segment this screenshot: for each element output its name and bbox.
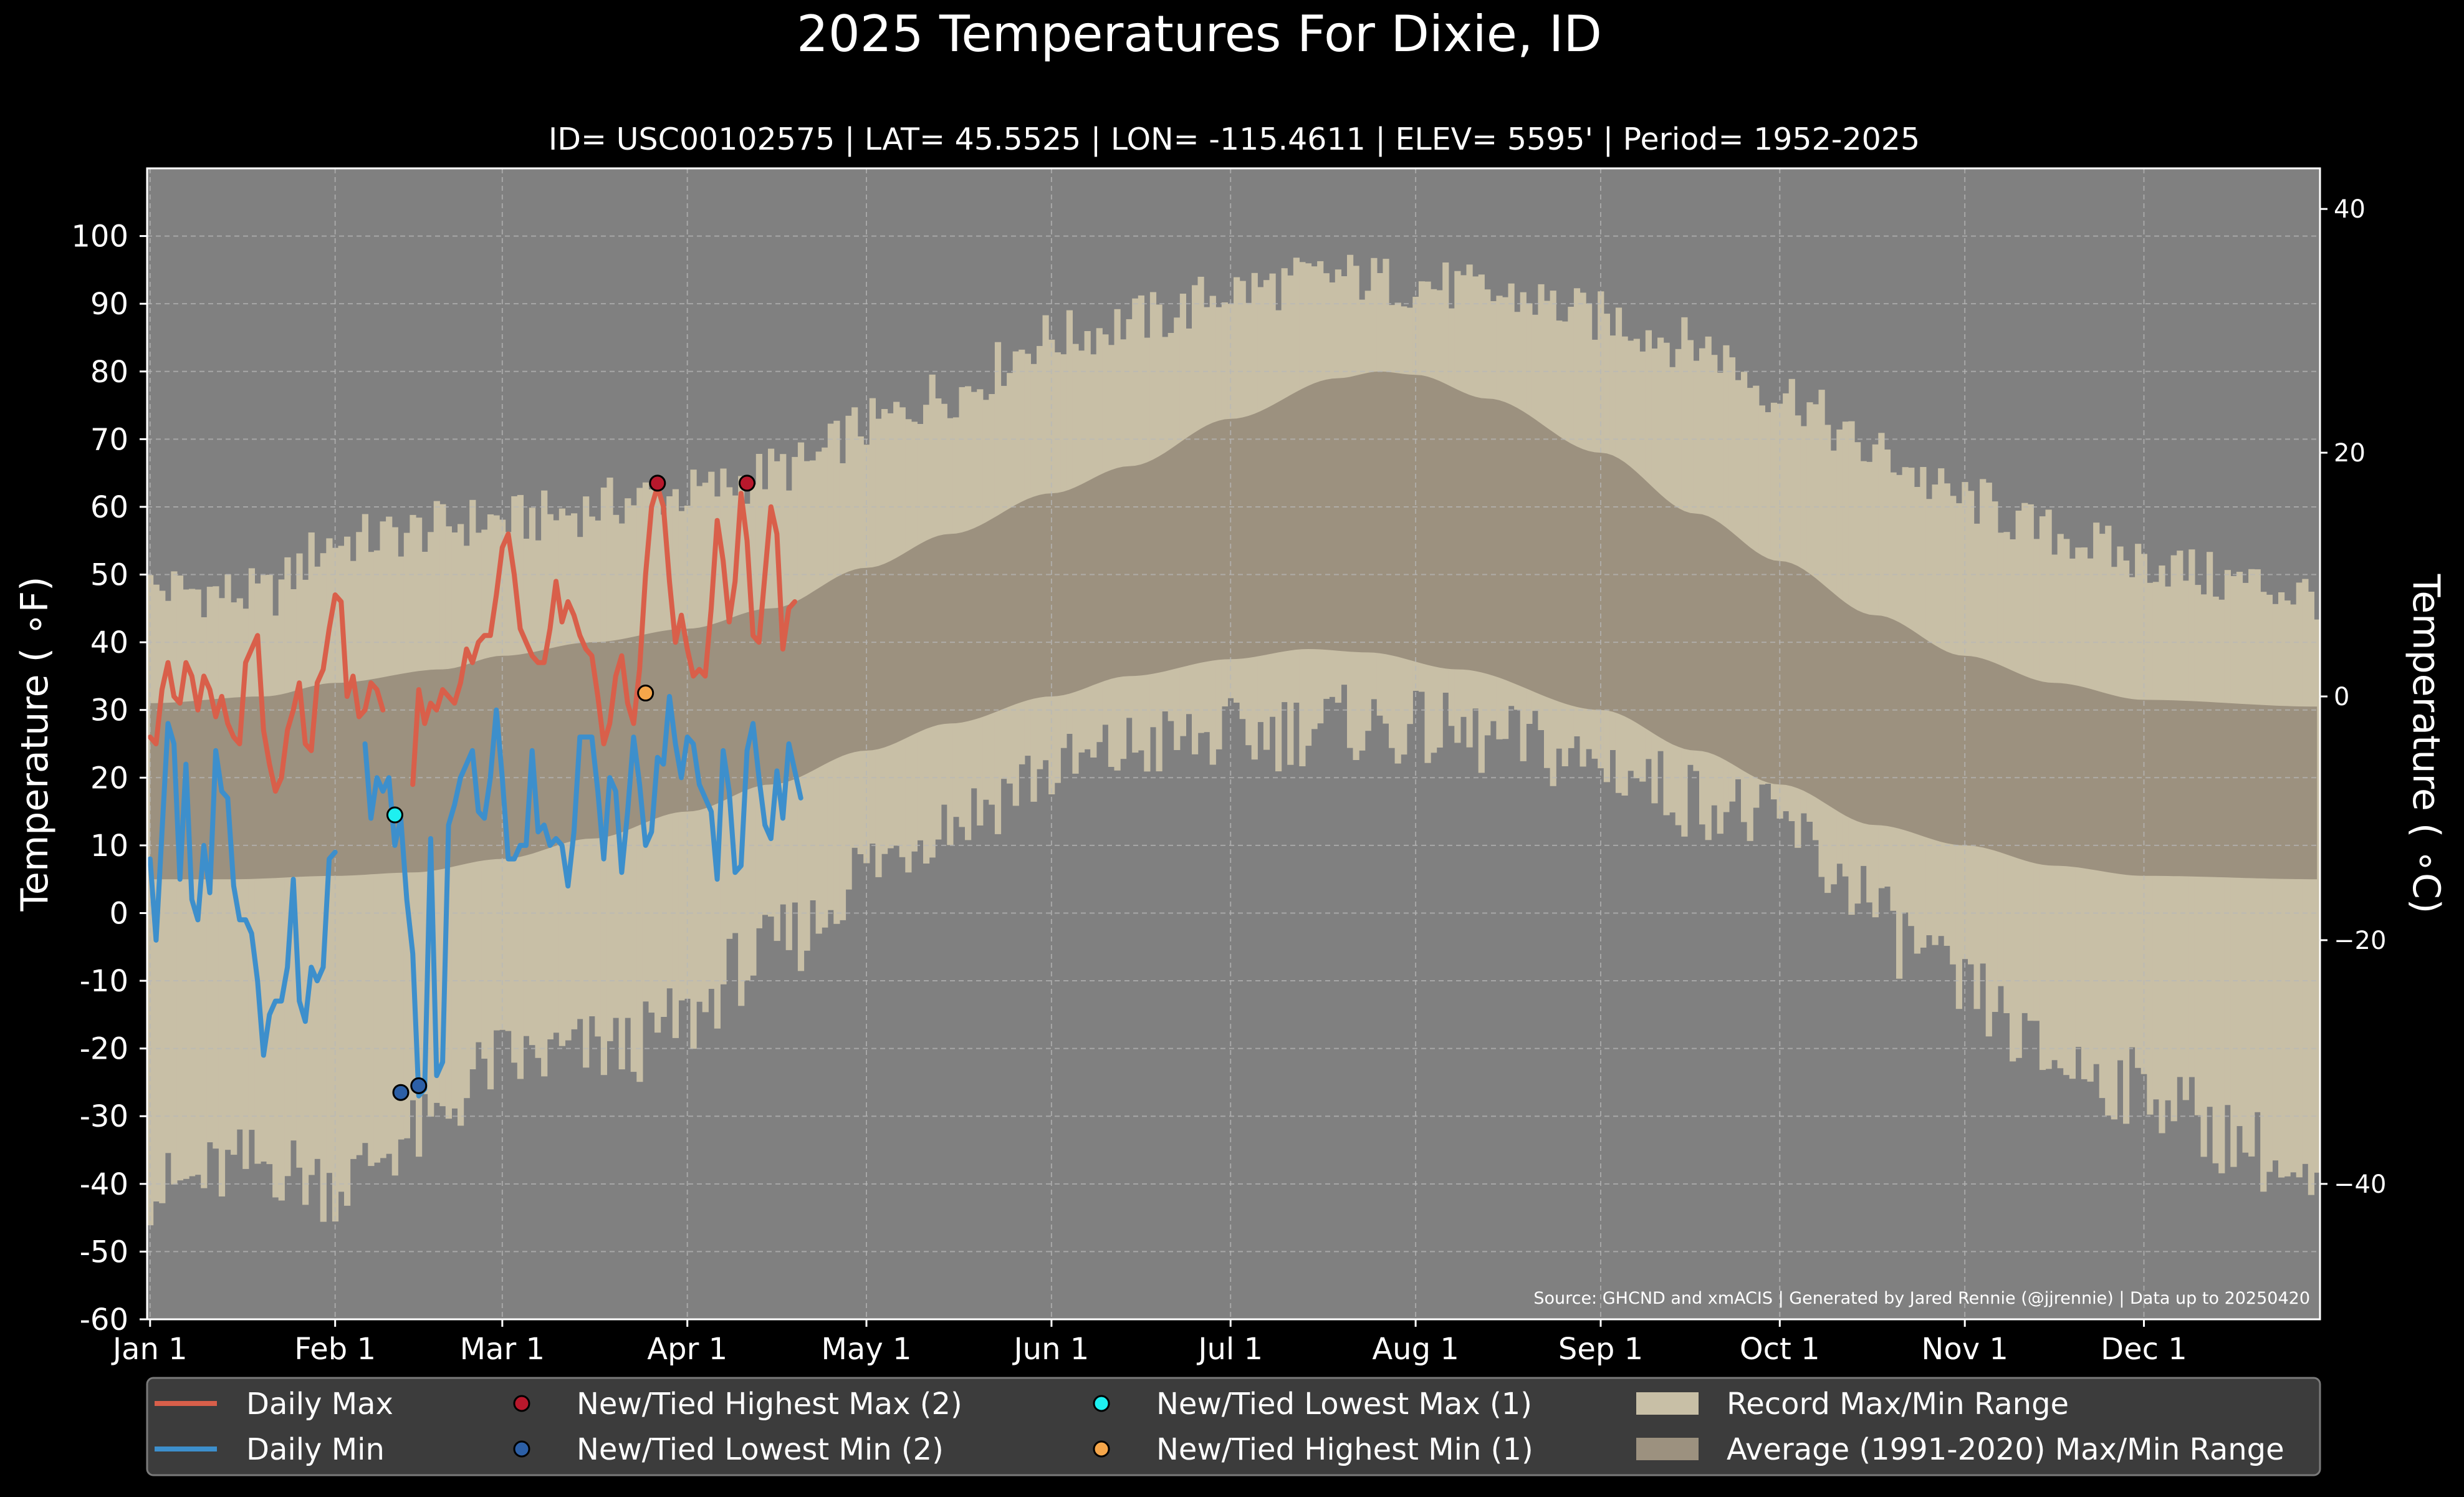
y-tick-label: 20 [90,761,128,796]
record-range-bar [2212,596,2219,1163]
y-tick-label: 0 [109,896,128,931]
x-tick-label: Dec 1 [2101,1332,2187,1367]
new-lowest-max-marker [386,806,403,824]
y-tick-label: -60 [80,1302,128,1337]
x-tick-label: Aug 1 [1372,1332,1459,1367]
y-tick-label: 90 [90,287,128,322]
plot-area: Source: GHCND and xmACIS | Generated by … [146,167,2321,1321]
legend-label: New/Tied Highest Min (1) [1156,1432,1533,1467]
y-tick-label-right: 0 [2334,683,2349,711]
legend-dot-swatch [513,1395,530,1412]
y-tick-label: 50 [90,558,128,593]
y-axis-label-left: Temperature ( ∘F) [13,576,57,912]
new-highest-max-marker [649,474,666,492]
y-tick-label: -40 [80,1167,128,1202]
record-range-bar [320,553,327,1222]
x-tick-label: Oct 1 [1740,1332,1820,1367]
legend-label: Daily Min [246,1432,385,1467]
daily-min-line [147,694,803,1099]
y-tick-label-right: 20 [2334,439,2366,468]
daily-max-line [147,484,798,794]
record-range-bar [201,617,208,1188]
legend-dot-swatch [513,1440,530,1458]
y-tick-label: -10 [80,964,128,999]
record-range-bar [2260,592,2267,1192]
y-tick-label: 60 [90,490,128,525]
new-lowest-min-marker [392,1084,410,1101]
legend: Daily Max Daily Min New/Tied Highest Max (… [146,1377,2321,1476]
legend-patch-swatch [1636,1438,1699,1460]
y-tick-label: -50 [80,1235,128,1269]
y-tick-label: 10 [90,829,128,864]
y-tick-label-right: 40 [2334,195,2366,224]
record-range-bar [2278,592,2285,1178]
record-range-bar [278,579,285,1201]
record-range-bar [2284,600,2291,1177]
x-tick-label: Jul 1 [1196,1332,1263,1367]
y-tick-label: -20 [80,1032,128,1067]
legend-patch-swatch [1636,1392,1699,1415]
x-tick-label: Nov 1 [1921,1332,2008,1367]
legend-label: New/Tied Lowest Max (1) [1156,1387,1532,1422]
record-range-bar [2296,582,2303,1178]
record-range-bar [242,609,249,1169]
y-tick-label-right: −20 [2334,927,2386,955]
y-tick-label-right: −40 [2334,1170,2386,1199]
x-tick-label: Jan 1 [111,1332,188,1367]
legend-label: Record Max/Min Range [1727,1387,2069,1422]
legend-label: New/Tied Lowest Min (2) [577,1432,944,1467]
x-tick-label: Mar 1 [460,1332,545,1367]
x-axis: Jan 1 Feb 1 Mar 1 Apr 1 May 1 Jun 1 Jul 1 Aug 1… [111,1319,2187,1367]
record-range-bar [2272,604,2279,1161]
y-tick-label: 100 [71,219,128,254]
record-range-bar [2218,599,2225,1173]
record-range-bar [159,590,166,1203]
record-range-bar [218,598,226,1196]
legend-dot-swatch [1093,1440,1110,1458]
average-range-band [150,371,2318,880]
legend-label: Daily Max [246,1387,393,1422]
record-range-bar [2308,592,2314,1195]
record-range-bar [2314,619,2321,1173]
chart-subtitle: ID= USC00102575 | LAT= 45.5525 | LON= -1… [549,122,1920,157]
x-tick-label: Jun 1 [1012,1332,1090,1367]
y-axis-right: −40 −20 0 20 40 [2320,195,2386,1199]
x-tick-label: May 1 [822,1332,912,1367]
record-range-bar [272,615,279,1198]
x-tick-label: Feb 1 [294,1332,376,1367]
plot-frame [146,167,2321,1321]
series-lines [147,484,803,1099]
y-axis-label-right: Temperature ( ∘C) [2404,574,2448,913]
record-range-bar [302,579,309,1205]
y-tick-label: 80 [90,355,128,390]
chart-title: 2025 Temperatures For Dixie, ID [797,5,1602,63]
y-tick-label: -30 [80,1099,128,1134]
y-tick-label: 40 [90,625,128,660]
y-axis-left: -60 -50 -40 -30 -20 -10 0 10 20 30 40 50 60 70 80 90 100 [71,219,147,1337]
new-highest-min-marker [637,685,654,702]
y-tick-label: 30 [90,693,128,728]
legend-label: Average (1991-2020) Max/Min Range [1727,1432,2284,1467]
new-highest-max-marker [738,474,755,492]
new-lowest-min-marker [410,1077,428,1094]
record-range-bar [2266,594,2273,1172]
legend-dot-swatch [1093,1395,1110,1412]
x-tick-label: Sep 1 [1558,1332,1643,1367]
record-range-bar [183,589,189,1179]
record-range-bar [194,589,201,1175]
record-range-bar [2290,604,2297,1173]
source-note: Source: GHCND and xmACIS | Generated by … [1533,1289,2310,1308]
x-tick-label: Apr 1 [647,1332,727,1367]
grid-lines [147,168,2320,1319]
legend-box [146,1377,2321,1476]
y-tick-label: 70 [90,422,128,457]
legend-label: New/Tied Highest Max (2) [577,1387,962,1422]
record-range-bar [147,575,154,1226]
record-markers [386,474,755,1101]
